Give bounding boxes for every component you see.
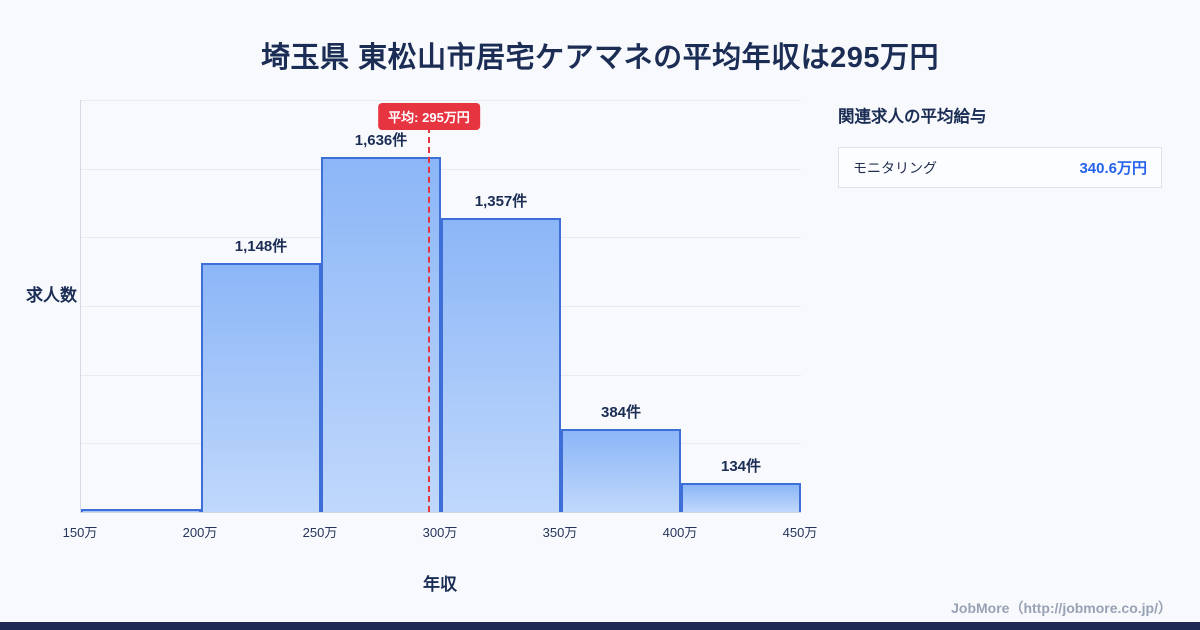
- histogram-bar: [441, 217, 561, 512]
- average-line: [428, 127, 430, 512]
- x-tick-label: 300万: [422, 525, 458, 540]
- histogram-plot-area: 1,148件 1,636件 1,357件 384件 134件 平均: 295万円: [80, 100, 801, 513]
- x-tick-label: 150万: [62, 525, 98, 540]
- histogram-bar: [321, 157, 441, 512]
- x-tick-label: 450万: [782, 525, 818, 540]
- footer-credit: JobMore（http://jobmore.co.jp/）: [951, 600, 1172, 616]
- related-jobs-heading: 関連求人の平均給与: [838, 108, 987, 126]
- bar-value-label: 1,148件: [234, 238, 288, 256]
- gridline: [81, 168, 801, 170]
- related-job-row: モニタリング 340.6万円: [839, 148, 1161, 187]
- histogram-bar: [201, 263, 321, 512]
- x-tick-label: 400万: [662, 525, 698, 540]
- average-badge: 平均: 295万円: [378, 103, 480, 130]
- bar-value-label: 384件: [600, 403, 642, 421]
- related-job-salary: 340.6万円: [1079, 160, 1147, 177]
- related-job-label: モニタリング: [853, 159, 937, 176]
- bar-value-label: 1,636件: [354, 132, 408, 150]
- x-tick-label: 200万: [182, 525, 218, 540]
- x-tick-label: 250万: [302, 525, 338, 540]
- x-tick-label: 350万: [542, 525, 578, 540]
- page-title: 埼玉県 東松山市居宅ケアマネの平均年収は295万円: [261, 42, 939, 74]
- histogram-bar: [81, 509, 201, 512]
- related-jobs-panel: モニタリング 340.6万円: [838, 147, 1162, 188]
- x-axis-label: 年収: [423, 575, 457, 594]
- bar-value-label: 134件: [720, 457, 762, 475]
- y-axis-label: 求人数: [26, 286, 77, 305]
- gridline: [81, 100, 801, 101]
- histogram-bar: [681, 482, 801, 512]
- histogram-bar: [561, 428, 681, 512]
- bottom-accent-bar: [0, 622, 1200, 630]
- bar-value-label: 1,357件: [474, 192, 528, 210]
